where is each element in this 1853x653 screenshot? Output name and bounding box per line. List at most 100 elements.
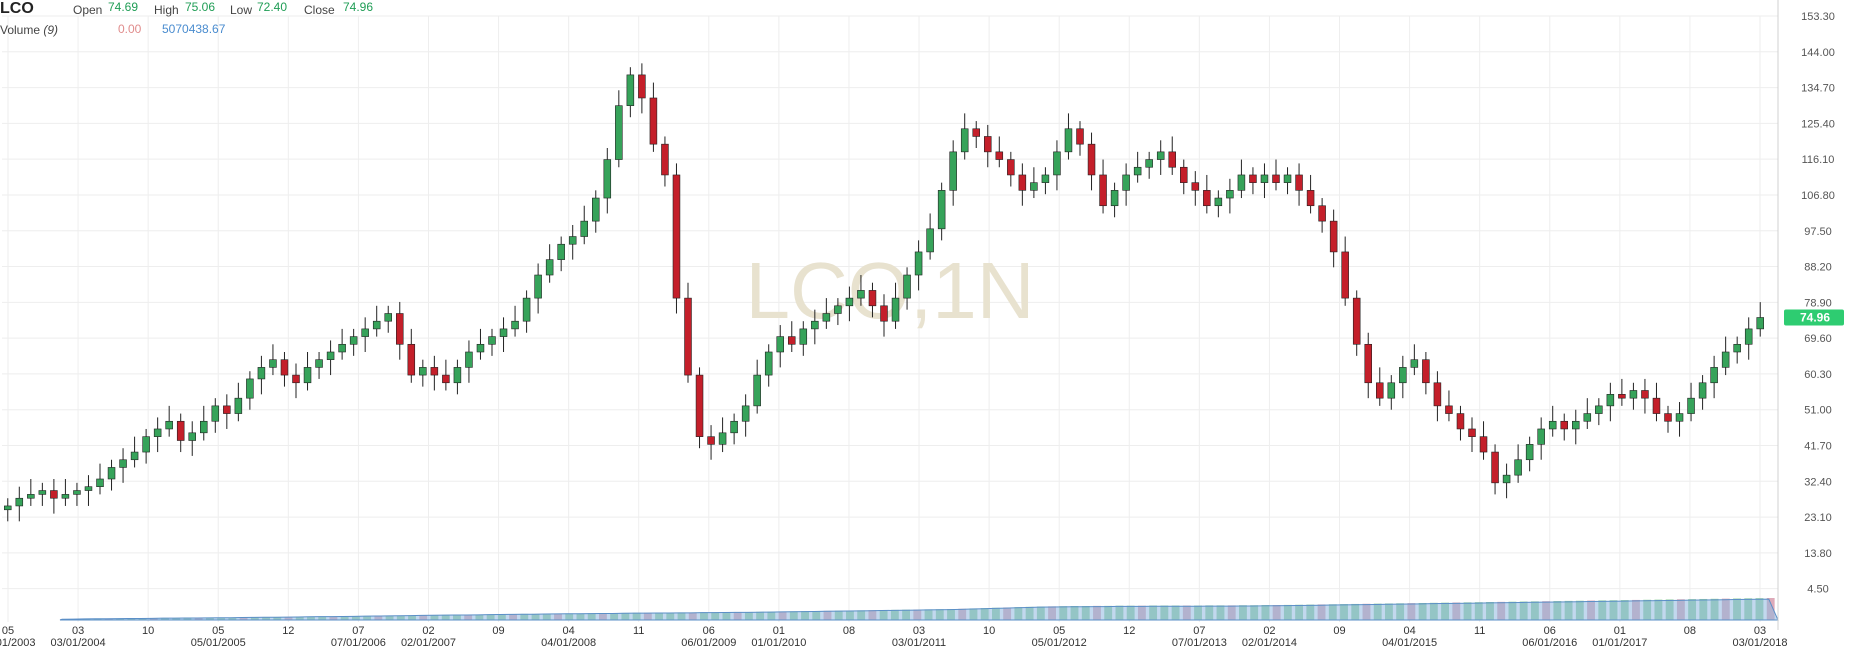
candle-up <box>753 374 761 407</box>
y-axis: 153.30 144.00 134.70 125.40 116.10 106.80 97.5… <box>1777 0 1835 630</box>
close-label: Close <box>304 3 335 17</box>
candle-up <box>257 367 266 380</box>
y-tick-label: 88.20 <box>1804 262 1832 274</box>
candle-up <box>557 243 565 260</box>
x-tick-label: 08 <box>843 625 855 637</box>
candle-down <box>1468 428 1476 437</box>
candle-down <box>1018 174 1027 191</box>
candle-down <box>1445 405 1453 414</box>
candle-up <box>361 328 369 337</box>
candle-up <box>1399 367 1407 384</box>
x-tick-date: 03/01/2011 <box>892 637 946 648</box>
candle-down <box>1168 151 1176 168</box>
candle-down <box>292 374 300 384</box>
candle-up <box>1744 328 1753 345</box>
candle-up <box>142 436 150 453</box>
candle-down <box>1491 451 1499 484</box>
candle-up <box>303 367 312 384</box>
open-label: Open <box>73 3 103 17</box>
candle-down <box>1479 436 1488 453</box>
candle-up <box>1548 420 1557 430</box>
candle-up <box>811 320 819 330</box>
candle-down <box>707 436 715 445</box>
x-tick-label: 08 <box>1684 625 1696 637</box>
last-price-badge: 74.96 <box>1784 309 1844 326</box>
candle-down <box>788 336 796 345</box>
candle-up <box>1387 382 1396 399</box>
candle-up <box>61 494 70 499</box>
candle-up <box>592 197 600 222</box>
x-tick-label: 07 <box>1193 625 1205 637</box>
candle-up <box>15 497 24 507</box>
candle-up <box>534 274 542 299</box>
candle-up <box>246 378 254 399</box>
candle-up <box>799 328 808 345</box>
candle-up <box>453 367 462 384</box>
candle-up <box>1214 197 1223 207</box>
candle-up <box>603 159 612 199</box>
candle-up <box>1133 166 1142 176</box>
x-tick-date: 06/01/2016 <box>1522 637 1577 648</box>
candle-down <box>1191 182 1200 191</box>
candle-up <box>1629 390 1638 399</box>
candle-down <box>1560 420 1568 430</box>
x-tick-label: 06 <box>703 625 715 637</box>
candle-up <box>1606 394 1615 407</box>
candle-down <box>1352 297 1361 345</box>
x-tick-label: 05 <box>2 625 14 637</box>
candle-up <box>476 343 485 353</box>
candle-up <box>926 228 934 253</box>
candle-up <box>1537 428 1545 445</box>
volume-period: (9) <box>43 23 59 37</box>
candle-up <box>269 359 277 368</box>
candle-up <box>1030 182 1038 191</box>
candle-down <box>1329 220 1338 253</box>
y-tick-label: 78.90 <box>1804 297 1832 309</box>
candle-up <box>914 251 923 276</box>
candle-up <box>315 359 323 368</box>
candle-down <box>1456 413 1465 430</box>
y-tick-label: 32.40 <box>1804 476 1832 488</box>
candle-up <box>960 128 969 153</box>
candle-up <box>234 397 243 414</box>
candle-down <box>396 313 404 345</box>
x-tick-date: 06/01/2009 <box>681 637 736 648</box>
x-tick-label: 02 <box>422 625 434 637</box>
candle-down <box>649 97 658 145</box>
symbol-label: LCO <box>0 0 34 17</box>
candle-up <box>511 320 519 330</box>
symbol-watermark: LCO,1N <box>746 246 1035 335</box>
candle-up <box>1514 459 1522 476</box>
candle-up <box>130 451 139 461</box>
x-tick-date: 07/01/2006 <box>331 637 386 648</box>
x-tick-date: 04/01/2008 <box>541 637 596 648</box>
candle-up <box>1122 174 1130 191</box>
candle-up <box>349 336 358 345</box>
candle-up <box>857 290 865 299</box>
candle-up <box>1410 359 1419 368</box>
candle-up <box>776 336 784 353</box>
candle-up <box>372 320 381 330</box>
candle-down <box>1664 413 1672 422</box>
candle-down <box>1422 359 1430 384</box>
candle-up <box>1675 413 1684 422</box>
volume-label: Volume (9) <box>0 23 58 37</box>
y-tick-label: 106.80 <box>1801 190 1835 202</box>
candle-up <box>27 494 35 499</box>
candle-up <box>1110 190 1119 207</box>
candle-up <box>845 297 854 307</box>
candle-up <box>1721 351 1730 368</box>
candle-up <box>38 490 47 495</box>
candle-up <box>730 420 738 434</box>
y-tick-label: 13.80 <box>1804 548 1832 560</box>
candle-down <box>1306 190 1315 207</box>
high-label: High <box>154 3 179 17</box>
x-tick-label: 05 <box>1053 625 1065 637</box>
candle-down <box>672 174 681 299</box>
candle-down <box>176 420 185 441</box>
candle-up <box>1260 174 1269 183</box>
x-tick-label: 01 <box>773 625 785 637</box>
candlesticks <box>4 63 1764 522</box>
